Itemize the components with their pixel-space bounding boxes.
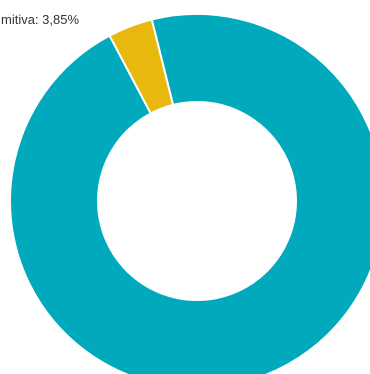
donut-hole — [97, 101, 297, 301]
slice-label-mitiva: mitiva: 3,85% — [1, 12, 79, 27]
